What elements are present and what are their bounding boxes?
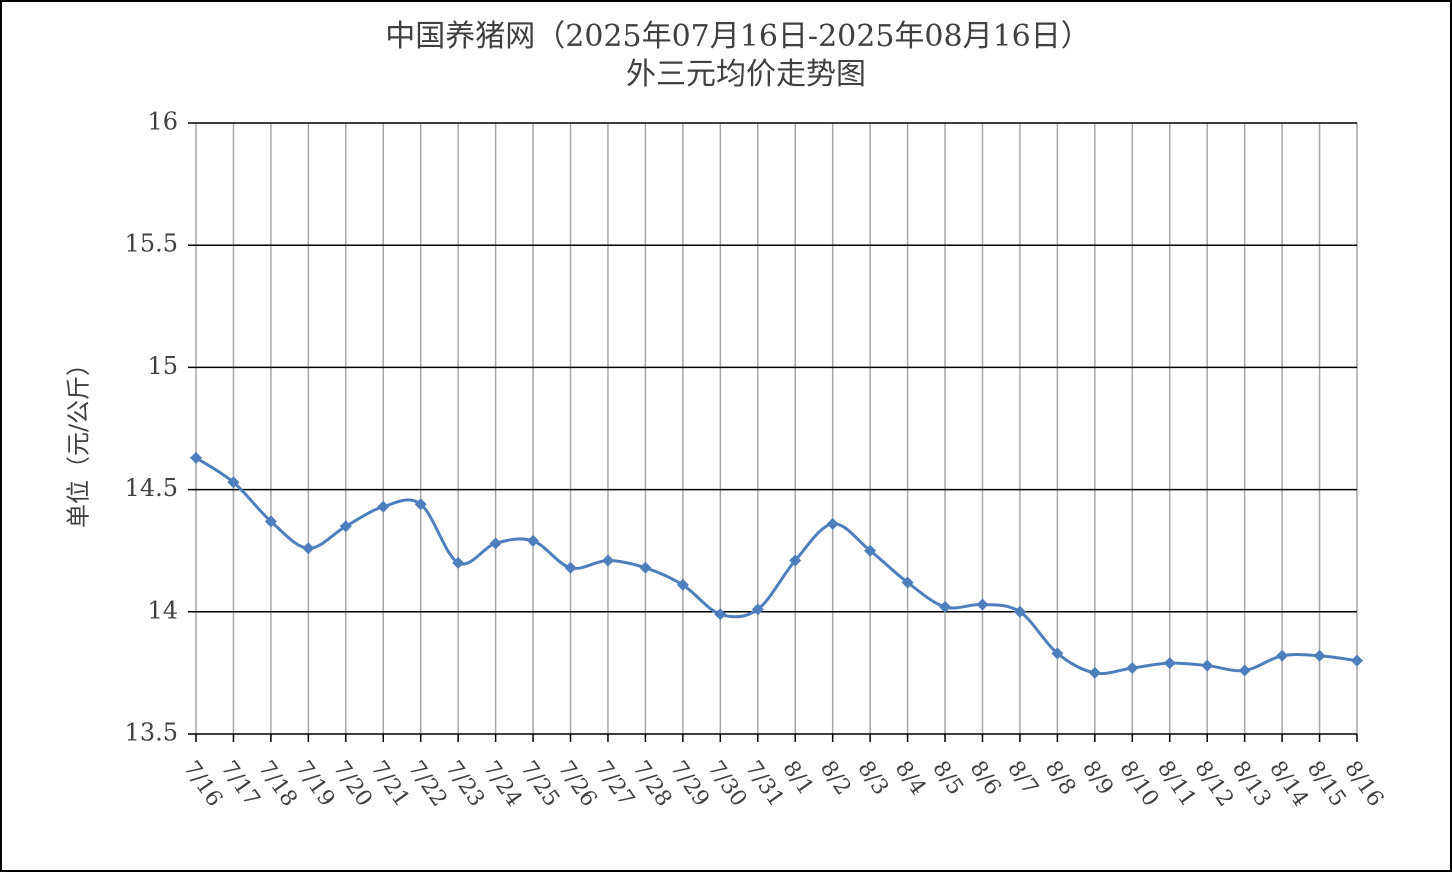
marker xyxy=(826,517,839,530)
marker xyxy=(564,561,577,574)
marker xyxy=(1313,649,1326,662)
marker xyxy=(939,600,952,613)
chart-subtitle: 外三元均价走势图 xyxy=(626,57,866,92)
marker xyxy=(377,500,390,513)
marker xyxy=(676,578,689,591)
marker xyxy=(1276,649,1289,662)
marker xyxy=(1013,605,1026,618)
marker xyxy=(976,598,989,611)
marker xyxy=(1238,664,1251,677)
marker xyxy=(264,515,277,528)
marker xyxy=(639,561,652,574)
marker xyxy=(864,544,877,557)
y-axis-label: 单位（元/公斤） xyxy=(65,352,93,528)
marker xyxy=(302,542,315,555)
marker xyxy=(1126,662,1139,675)
y-tick-label: 16 xyxy=(147,108,178,136)
marker xyxy=(1051,647,1064,660)
chart-title: 中国养猪网（2025年07月16日-2025年08月16日） xyxy=(385,19,1091,54)
y-tick-label: 14.5 xyxy=(125,474,178,502)
y-tick-label: 15 xyxy=(147,352,178,380)
marker xyxy=(751,603,764,616)
marker xyxy=(1201,659,1214,672)
marker xyxy=(789,554,802,567)
marker xyxy=(452,556,465,569)
marker xyxy=(227,476,240,489)
marker xyxy=(190,451,202,464)
marker xyxy=(1088,666,1101,679)
y-tick-label: 15.5 xyxy=(125,230,178,258)
y-tick-label: 13.5 xyxy=(125,719,178,747)
marker xyxy=(527,534,540,547)
marker xyxy=(714,608,727,621)
marker xyxy=(414,498,427,511)
marker xyxy=(601,554,614,567)
marker xyxy=(1163,657,1176,670)
marker xyxy=(489,537,502,550)
marker xyxy=(339,520,352,533)
marker xyxy=(1351,654,1363,667)
y-tick-label: 14 xyxy=(147,596,178,624)
marker xyxy=(901,576,914,589)
